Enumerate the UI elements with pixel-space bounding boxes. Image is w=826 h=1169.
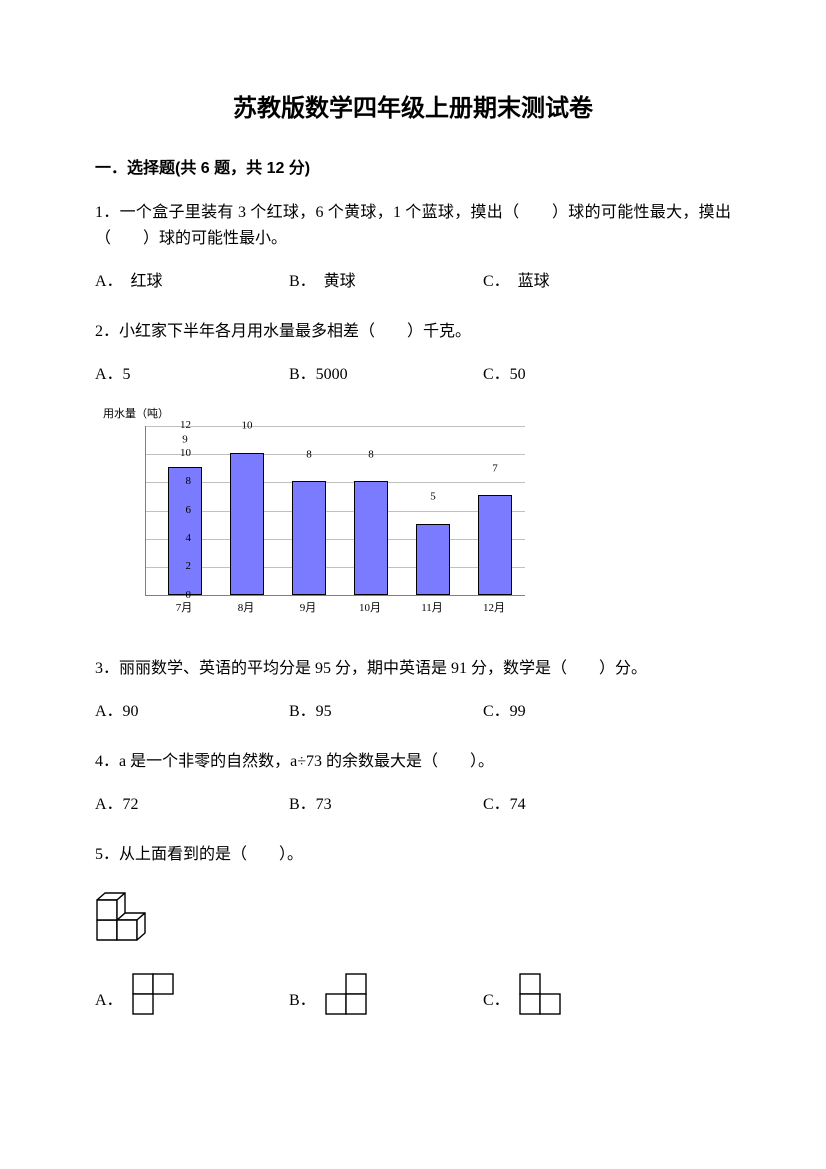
q1-options: A． 红球 B． 黄球 C． 蓝球	[95, 269, 731, 295]
chart-bar-label: 8	[292, 446, 326, 464]
chart-xtick: 8月	[226, 600, 266, 618]
q1-opt-c: C． 蓝球	[483, 269, 633, 295]
chart-xtick: 9月	[288, 600, 328, 618]
q3-options: A．90 B．95 C．99	[95, 699, 731, 725]
section-heading: 一．选择题(共 6 题，共 12 分)	[95, 156, 731, 182]
chart-bar	[478, 495, 512, 594]
chart-bars: 9108857	[146, 426, 525, 595]
q4-text: 4．a 是一个非零的自然数，a÷73 的余数最大是（ ）。	[95, 749, 731, 775]
q5-cubes-figure	[95, 886, 731, 942]
chart-bar	[354, 481, 388, 594]
q3-opt-c: C．99	[483, 699, 633, 725]
chart-xtick: 10月	[350, 600, 390, 618]
chart-ytick: 10	[161, 445, 191, 463]
chart-ytick: 2	[161, 558, 191, 576]
chart-bar-label: 8	[354, 446, 388, 464]
chart-bar	[230, 453, 264, 595]
q3-opt-b: B．95	[289, 699, 479, 725]
q1-opt-a: A． 红球	[95, 269, 285, 295]
q2-options: A．5 B．5000 C．50	[95, 362, 731, 388]
q5-opt-c-shape	[518, 972, 562, 1016]
q4-opt-c: C．74	[483, 792, 633, 818]
q2-opt-a: A．5	[95, 362, 285, 388]
q5-options: A． B． C．	[95, 972, 731, 1016]
chart-ytick: 8	[161, 473, 191, 491]
q5-opt-a-label: A．	[95, 988, 123, 1016]
q5-opt-b-shape	[324, 972, 368, 1016]
q2-opt-c: C．50	[483, 362, 633, 388]
chart-bar	[292, 481, 326, 594]
chart-bar	[416, 524, 450, 595]
q3-text: 3．丽丽数学、英语的平均分是 95 分，期中英语是 91 分，数学是（ ）分。	[95, 656, 731, 682]
q2-opt-b: B．5000	[289, 362, 479, 388]
q5-opt-b-label: B．	[289, 988, 316, 1016]
chart-ytick: 6	[161, 502, 191, 520]
chart-bar-label: 5	[416, 489, 450, 507]
q4-opt-b: B．73	[289, 792, 479, 818]
chart-xtick: 7月	[164, 600, 204, 618]
chart-ylabel: 用水量（吨）	[103, 406, 731, 424]
chart-bar-label: 10	[230, 418, 264, 436]
chart-xtick: 11月	[412, 600, 452, 618]
q5-opt-c-label: C．	[483, 988, 510, 1016]
q4-opt-a: A．72	[95, 792, 285, 818]
q1-text: 1．一个盒子里装有 3 个红球，6 个黄球，1 个蓝球，摸出（ ）球的可能性最大…	[95, 200, 731, 251]
q3-opt-a: A．90	[95, 699, 285, 725]
q2-text: 2．小红家下半年各月用水量最多相差（ ）千克。	[95, 319, 731, 345]
water-chart: 用水量（吨） 91088570246810127月8月9月10月11月12月	[95, 406, 731, 626]
q4-options: A．72 B．73 C．74	[95, 792, 731, 818]
q1-opt-b: B． 黄球	[289, 269, 479, 295]
q5-opt-a-shape	[131, 972, 175, 1016]
chart-ytick: 12	[161, 417, 191, 435]
page-title: 苏教版数学四年级上册期末测试卷	[95, 90, 731, 128]
chart-bar-label: 7	[478, 460, 512, 478]
q5-text: 5．从上面看到的是（ ）。	[95, 842, 731, 868]
chart-ytick: 4	[161, 530, 191, 548]
chart-xtick: 12月	[474, 600, 514, 618]
chart-plot: 9108857	[145, 426, 525, 596]
